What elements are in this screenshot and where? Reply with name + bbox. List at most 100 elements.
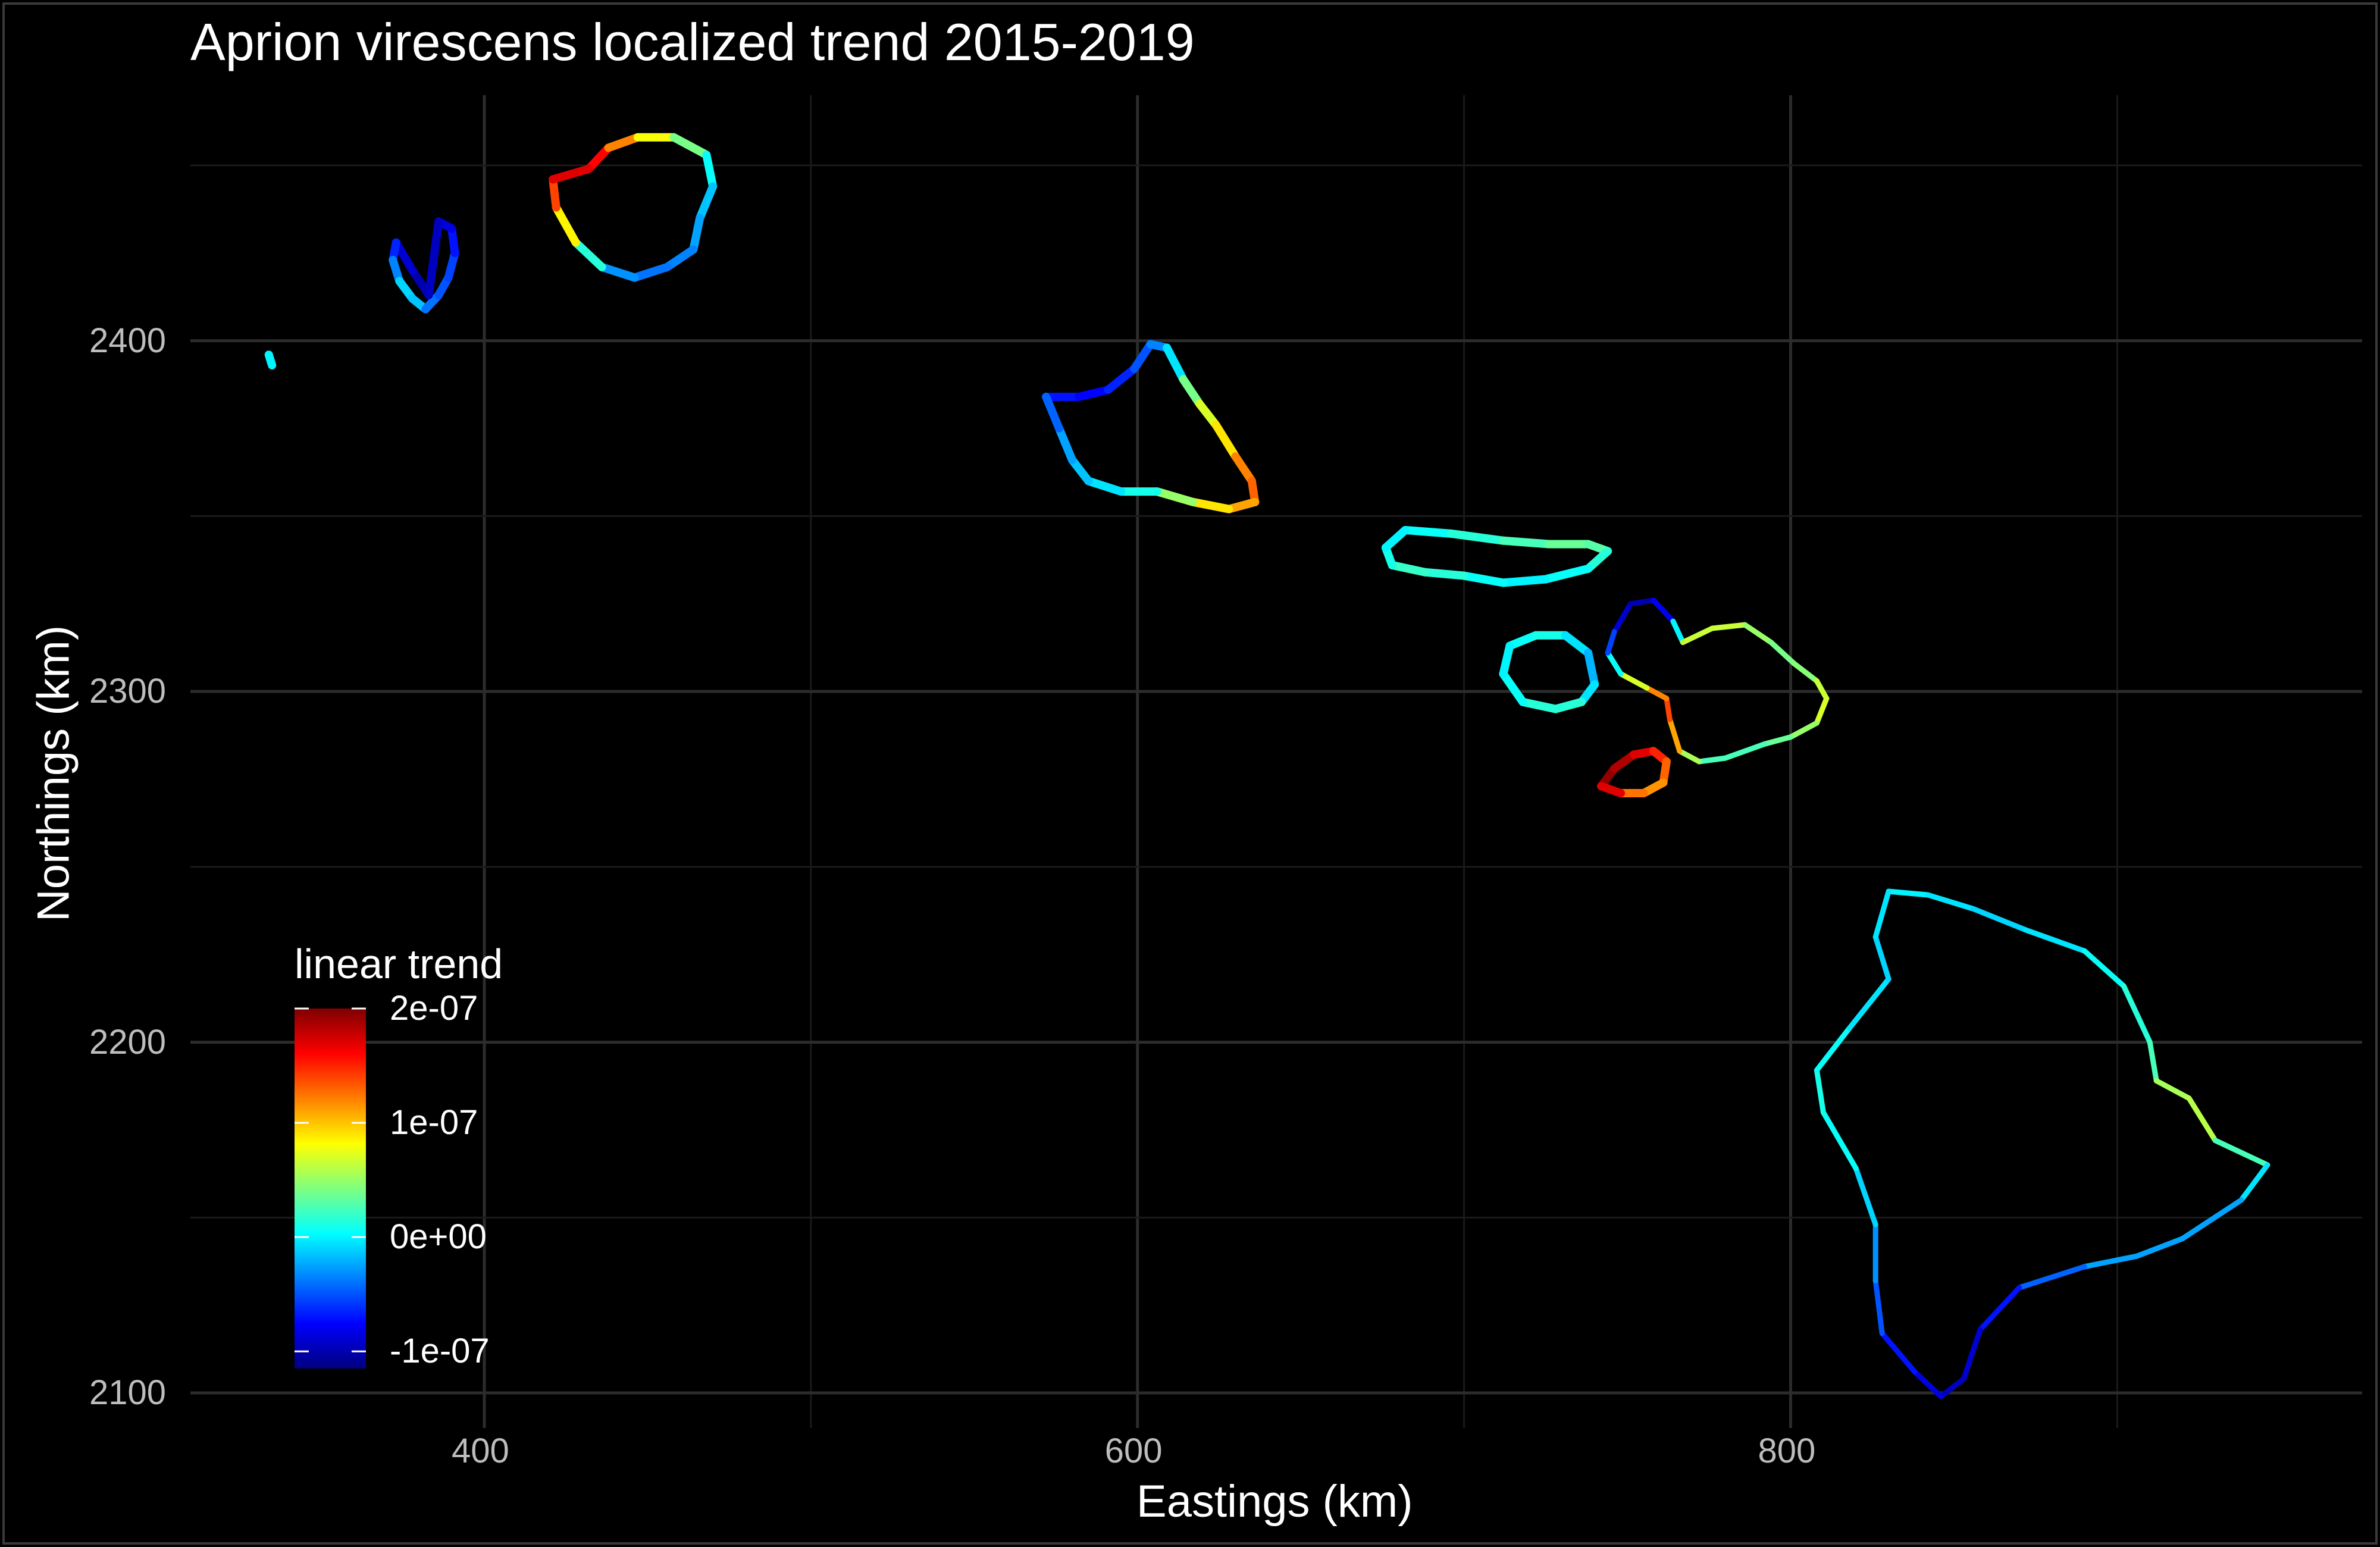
coast-segment bbox=[1872, 934, 1892, 982]
coast-segment bbox=[2023, 927, 2087, 954]
coast-segment bbox=[1709, 622, 1748, 631]
chart-title: Aprion virescens localized trend 2015-20… bbox=[190, 12, 1195, 71]
coast-segment bbox=[1677, 748, 1702, 765]
coast-segment bbox=[1961, 1327, 1983, 1382]
legend-tick-label: 2e-07 bbox=[390, 989, 478, 1028]
coast-segment bbox=[1084, 477, 1126, 496]
coast-segment bbox=[1189, 497, 1233, 513]
coast-segment bbox=[444, 249, 459, 282]
coast-segment bbox=[1814, 696, 1830, 726]
coast-segment bbox=[1791, 660, 1820, 684]
coast-segment bbox=[1762, 734, 1793, 747]
coast-segment bbox=[1584, 547, 1612, 573]
coast-segment bbox=[604, 133, 642, 152]
coast-segment bbox=[1628, 597, 1656, 607]
coast-segment bbox=[1696, 755, 1728, 765]
coast-segment bbox=[1651, 597, 1676, 624]
island-kauai bbox=[549, 133, 718, 282]
coast-segment bbox=[1670, 618, 1686, 646]
coast-segment bbox=[1938, 1376, 1966, 1399]
island-maui bbox=[1605, 597, 1830, 765]
coast-segment bbox=[1388, 560, 1429, 577]
coast-segment bbox=[264, 350, 277, 369]
coast-segment bbox=[1499, 575, 1550, 587]
x-tick-label: 600 bbox=[1104, 1432, 1163, 1470]
coast-segment bbox=[1680, 625, 1715, 646]
coast-segment bbox=[1211, 421, 1240, 461]
coast-segment bbox=[1231, 452, 1256, 486]
coast-segment bbox=[424, 217, 443, 299]
coast-segment bbox=[1195, 399, 1220, 430]
coast-segment bbox=[1768, 640, 1797, 666]
coast-segment bbox=[696, 182, 718, 223]
legend-tick-label: 1e-07 bbox=[390, 1103, 478, 1142]
coast-segment bbox=[1664, 696, 1673, 722]
x-axis-label: Eastings (km) bbox=[1136, 1476, 1413, 1527]
coast-segment bbox=[1820, 1109, 1859, 1172]
coast-segment bbox=[1153, 487, 1198, 506]
coast-segment bbox=[1561, 631, 1593, 657]
coast-segment bbox=[1541, 564, 1593, 584]
coast-segment bbox=[1104, 364, 1139, 394]
coast-segment bbox=[2153, 1078, 2192, 1101]
coast-segment bbox=[1853, 1166, 1878, 1227]
coast-segment bbox=[1597, 782, 1626, 798]
coast-segment bbox=[2016, 1264, 2087, 1291]
coast-segment bbox=[1872, 1277, 1885, 1336]
coast-segment bbox=[1551, 697, 1586, 713]
coast-segment bbox=[1814, 1067, 1826, 1115]
legend-tick-label: -1e-07 bbox=[390, 1332, 490, 1371]
y-tick-label: 2100 bbox=[89, 1373, 167, 1413]
coast-segment bbox=[1971, 906, 2029, 933]
coast-segment bbox=[1814, 678, 1830, 702]
coast-segment bbox=[669, 133, 711, 159]
coast-segment bbox=[1401, 525, 1455, 538]
island-kahoolawe bbox=[1597, 747, 1671, 798]
coast-segment bbox=[1499, 669, 1527, 706]
coastline-layer bbox=[264, 133, 2271, 1399]
coast-segment bbox=[1925, 892, 1977, 912]
coast-segment bbox=[2212, 1138, 2271, 1168]
x-tick-label: 400 bbox=[451, 1432, 509, 1470]
coast-segment bbox=[1787, 720, 1820, 740]
coast-segment bbox=[1518, 697, 1560, 713]
plot-grid bbox=[190, 95, 2362, 1428]
island-molokai bbox=[1381, 525, 1612, 587]
coast-segment bbox=[1225, 497, 1260, 513]
coast-segment bbox=[1499, 536, 1554, 549]
coast-segment bbox=[1886, 888, 1931, 898]
coast-segment bbox=[1846, 976, 1892, 1031]
coast-segment bbox=[1055, 424, 1076, 465]
coast-segment bbox=[1879, 1330, 1918, 1375]
x-tick-label: 800 bbox=[1758, 1432, 1816, 1470]
coast-segment bbox=[1074, 386, 1113, 401]
island-hawaii bbox=[1814, 888, 2271, 1399]
coast-segment bbox=[552, 203, 580, 247]
coast-segment bbox=[1644, 685, 1670, 702]
coast-segment bbox=[1872, 888, 1892, 940]
coast-segment bbox=[549, 175, 560, 212]
coast-segment bbox=[1163, 343, 1188, 384]
coast-segment bbox=[1667, 716, 1683, 754]
coast-segment bbox=[1977, 1285, 2022, 1333]
coast-segment bbox=[584, 143, 613, 173]
coast-segment bbox=[1381, 525, 1410, 552]
island-niihau bbox=[389, 217, 459, 314]
coast-segment bbox=[2238, 1162, 2271, 1203]
coast-segment bbox=[2081, 948, 2127, 989]
coast-segment bbox=[1618, 671, 1650, 691]
y-axis-label: Northings (km) bbox=[28, 625, 79, 922]
coast-segment bbox=[1420, 568, 1468, 580]
coast-segment bbox=[571, 238, 606, 271]
legend-colorbar bbox=[295, 1009, 366, 1368]
coast-segment bbox=[2179, 1197, 2244, 1242]
coast-segment bbox=[1723, 741, 1768, 761]
coast-segment bbox=[1499, 641, 1514, 678]
island-oahu bbox=[1042, 340, 1260, 513]
coast-segment bbox=[1584, 649, 1599, 689]
coast-segment bbox=[1742, 622, 1774, 646]
coast-segment bbox=[549, 164, 593, 184]
coast-segment bbox=[2186, 1095, 2218, 1144]
coast-segment bbox=[597, 262, 639, 282]
